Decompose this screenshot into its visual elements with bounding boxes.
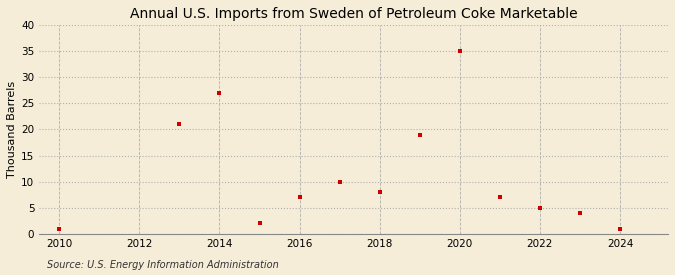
Text: Source: U.S. Energy Information Administration: Source: U.S. Energy Information Administ…: [47, 260, 279, 270]
Title: Annual U.S. Imports from Sweden of Petroleum Coke Marketable: Annual U.S. Imports from Sweden of Petro…: [130, 7, 577, 21]
Y-axis label: Thousand Barrels: Thousand Barrels: [7, 81, 17, 178]
